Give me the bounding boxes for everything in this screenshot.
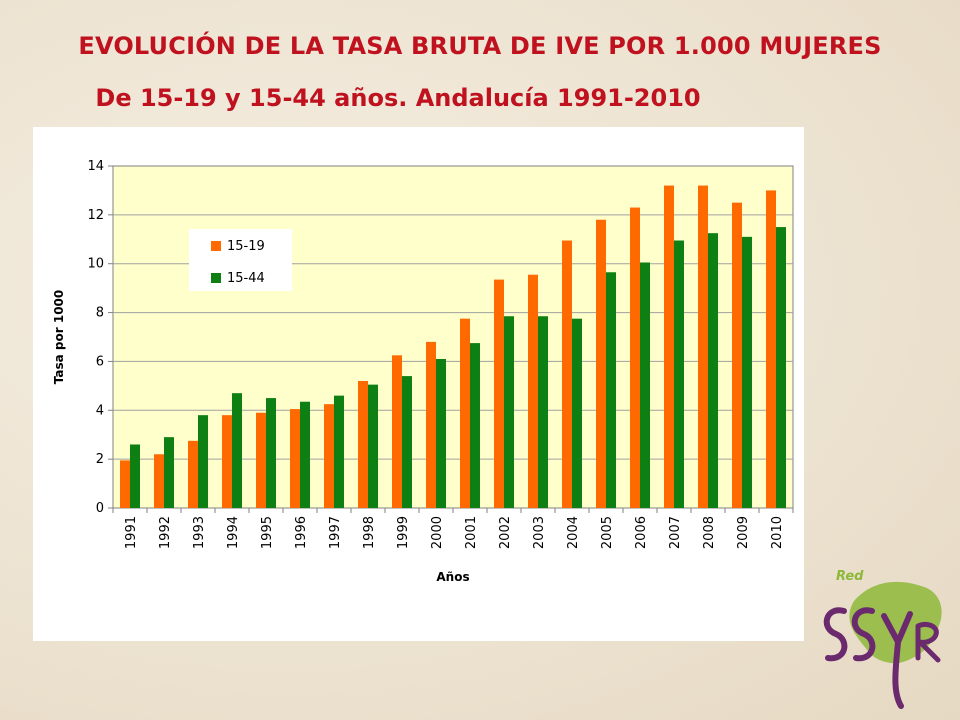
x-tick-label: 1992 [158, 516, 173, 549]
y-tick-label: 12 [87, 208, 104, 223]
svg-text:Red: Red [836, 569, 864, 584]
x-tick-label: 2008 [702, 516, 717, 549]
x-tick-label: 2004 [566, 516, 581, 549]
bar-15-19-1996 [290, 409, 300, 508]
x-tick-label: 1993 [192, 516, 207, 549]
legend-box [189, 229, 292, 291]
bar-15-19-1993 [188, 440, 198, 508]
bar-15-19-2010 [766, 190, 776, 508]
bar-15-44-2008 [708, 233, 718, 508]
x-tick-label: 1995 [260, 516, 275, 549]
y-tick-label: 2 [96, 452, 104, 467]
bar-15-44-2009 [742, 236, 752, 508]
y-axis-label: Tasa por 1000 [52, 290, 66, 384]
bar-15-19-2001 [460, 318, 470, 508]
bar-15-19-1992 [154, 454, 164, 508]
bar-15-44-1993 [198, 415, 208, 508]
bar-15-19-1991 [120, 460, 130, 508]
bars [120, 185, 786, 509]
bar-15-19-2009 [732, 202, 742, 508]
y-tick-label: 6 [96, 354, 104, 369]
bar-chart: 0 2 4 6 8 10 12 14 1991 1992 1993 1994 1995 1996 1997… [52, 159, 794, 584]
y-axis: 0 2 4 6 8 10 12 14 [87, 159, 113, 516]
bar-15-19-2003 [528, 274, 538, 508]
bar-15-19-1994 [222, 415, 232, 508]
y-tick-label: 0 [96, 501, 104, 516]
x-tick-label: 2009 [736, 516, 751, 549]
bar-15-19-1998 [358, 380, 368, 508]
x-tick-label: 1997 [328, 516, 343, 549]
bar-15-44-2010 [776, 227, 786, 509]
x-tick-label: 1991 [124, 516, 139, 549]
bar-15-44-2001 [470, 343, 480, 508]
bar-15-19-2002 [494, 279, 504, 508]
x-tick-label: 2003 [532, 516, 547, 549]
x-tick-label: 1998 [362, 516, 377, 549]
bar-15-44-2007 [674, 240, 684, 508]
legend-label-15-44: 15-44 [227, 271, 265, 286]
red-ssyr-logo-icon: Red [823, 569, 942, 709]
x-tick-label: 2006 [634, 516, 649, 549]
bar-15-44-2005 [606, 272, 616, 508]
y-tick-label: 8 [96, 306, 104, 321]
bar-15-44-2004 [572, 318, 582, 508]
legend: 15-19 15-44 [189, 229, 292, 291]
bar-15-44-2000 [436, 358, 446, 508]
bar-15-19-1999 [392, 355, 402, 508]
bar-15-19-1997 [324, 404, 334, 508]
page-subtitle: De 15-19 y 15-44 años. Andalucía 1991-20… [95, 84, 701, 112]
bar-15-44-1998 [368, 384, 378, 508]
bar-15-44-1991 [130, 444, 140, 508]
y-tick-label: 14 [87, 159, 104, 174]
chart-panel: 0 2 4 6 8 10 12 14 1991 1992 1993 1994 1995 1996 1997… [33, 127, 804, 641]
bar-15-19-2008 [698, 185, 708, 509]
x-tick-label: 1996 [294, 516, 309, 549]
bar-15-44-2006 [640, 262, 650, 508]
bar-15-19-2006 [630, 207, 640, 508]
bar-15-44-1995 [266, 398, 276, 508]
bar-15-44-1999 [402, 376, 412, 508]
x-tick-label: 2002 [498, 516, 513, 549]
x-tick-label: 2001 [464, 516, 479, 549]
x-tick-label: 1994 [226, 516, 241, 549]
legend-swatch-15-44 [211, 273, 221, 283]
bar-15-19-1995 [256, 412, 266, 508]
x-tick-label: 2010 [770, 516, 785, 549]
y-tick-label: 10 [87, 257, 104, 272]
bar-15-44-1997 [334, 395, 344, 508]
bar-15-44-1996 [300, 401, 310, 508]
x-tick-label: 2005 [600, 516, 615, 549]
bar-15-19-2004 [562, 240, 572, 508]
x-tick-label: 1999 [396, 516, 411, 549]
bar-15-44-2002 [504, 316, 514, 508]
x-tick-label: 2000 [430, 516, 445, 549]
plot-area [112, 165, 794, 509]
bar-15-44-2003 [538, 316, 548, 508]
x-tick-label: 2007 [668, 516, 683, 549]
x-axis: 1991 1992 1993 1994 1995 1996 1997 1998 1999 2000… [112, 508, 794, 549]
x-axis-label: Años [436, 570, 469, 584]
bar-15-44-1992 [164, 437, 174, 508]
legend-swatch-15-19 [211, 241, 221, 251]
bar-15-19-2005 [596, 219, 606, 508]
bar-15-44-1994 [232, 393, 242, 508]
legend-label-15-19: 15-19 [227, 239, 265, 254]
bar-15-19-2007 [664, 185, 674, 509]
bar-15-19-2000 [426, 341, 436, 508]
y-tick-label: 4 [96, 403, 104, 418]
page-title: EVOLUCIÓN DE LA TASA BRUTA DE IVE POR 1.… [78, 32, 882, 60]
